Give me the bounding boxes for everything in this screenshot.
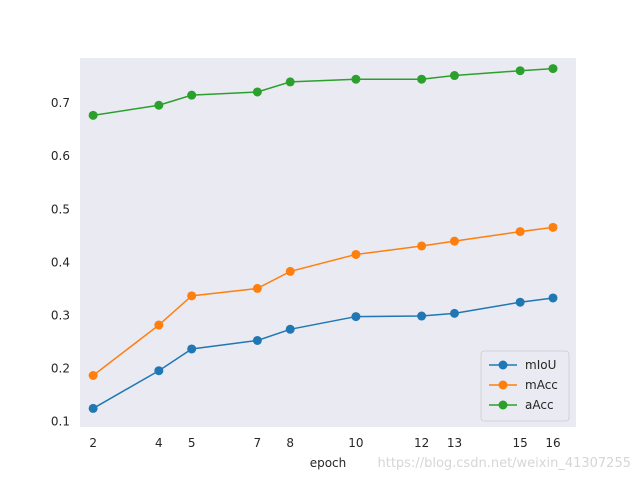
- data-point-aacc: [449, 71, 459, 81]
- watermark: https://blog.csdn.net/weixin_41307255: [377, 456, 631, 471]
- legend-swatch-marker: [498, 400, 508, 410]
- x-tick-label: 12: [414, 436, 429, 450]
- data-point-macc: [285, 266, 295, 276]
- series-line-aacc: [93, 67, 554, 117]
- data-point-miou: [285, 324, 295, 334]
- y-tick-label: 0.5: [51, 202, 70, 216]
- data-point-aacc: [88, 110, 98, 120]
- y-tick-label: 0.3: [51, 309, 70, 323]
- x-tick-label: 5: [188, 436, 196, 450]
- legend-swatch-marker: [498, 360, 508, 370]
- legend-item-miou: mIoU: [489, 358, 556, 372]
- data-point-miou: [515, 297, 525, 307]
- y-tick-label: 0.4: [51, 255, 70, 269]
- x-tick-label: 4: [155, 436, 163, 450]
- data-point-miou: [154, 366, 164, 376]
- x-tick-label: 7: [254, 436, 262, 450]
- data-point-aacc: [548, 64, 558, 74]
- y-tick-label: 0.2: [51, 362, 70, 376]
- data-point-miou: [449, 308, 459, 318]
- x-tick-label: 10: [348, 436, 363, 450]
- data-point-macc: [449, 236, 459, 246]
- data-point-miou: [252, 335, 262, 345]
- data-point-miou: [548, 293, 558, 303]
- data-point-aacc: [285, 77, 295, 87]
- legend-item-aacc: aAcc: [489, 398, 554, 412]
- series-macc: [88, 222, 558, 380]
- data-point-macc: [252, 283, 262, 293]
- data-point-macc: [548, 222, 558, 232]
- series-line-macc: [92, 226, 554, 377]
- legend-label: mAcc: [525, 378, 558, 392]
- data-point-aacc: [351, 74, 361, 84]
- y-tick-label: 0.6: [51, 149, 70, 163]
- series-miou: [88, 293, 558, 413]
- data-point-aacc: [154, 100, 164, 110]
- x-axis: 2 4 5 7 8 10 12 13 15 16: [89, 436, 560, 450]
- data-point-miou: [417, 311, 427, 321]
- y-tick-label: 0.1: [51, 415, 70, 429]
- y-tick-label: 0.7: [51, 96, 70, 110]
- legend: mIoU mAcc aAcc: [480, 350, 570, 422]
- x-axis-label: epoch: [310, 456, 347, 470]
- x-tick-label: 8: [286, 436, 294, 450]
- data-point-macc: [515, 227, 525, 237]
- data-point-miou: [187, 344, 197, 354]
- x-tick-label: 15: [513, 436, 528, 450]
- series-aacc: [88, 64, 558, 120]
- data-point-miou: [351, 312, 361, 322]
- x-tick-label: 2: [89, 436, 97, 450]
- data-point-miou: [88, 403, 98, 413]
- x-tick-label: 16: [545, 436, 560, 450]
- data-point-macc: [351, 249, 361, 259]
- legend-label: mIoU: [525, 358, 556, 372]
- series-line-miou: [92, 297, 554, 410]
- data-point-macc: [154, 320, 164, 330]
- x-tick-label: 13: [447, 436, 462, 450]
- legend-item-macc: mAcc: [489, 378, 558, 392]
- y-axis: 0.1 0.2 0.3 0.4 0.5 0.6 0.7: [51, 96, 70, 429]
- data-point-aacc: [252, 87, 262, 97]
- legend-label: aAcc: [525, 398, 554, 412]
- data-point-aacc: [417, 74, 427, 84]
- data-point-macc: [417, 241, 427, 251]
- data-point-macc: [88, 370, 98, 380]
- data-point-macc: [187, 291, 197, 301]
- legend-swatch-marker: [498, 380, 508, 390]
- data-point-aacc: [187, 90, 197, 100]
- series-layer: [88, 64, 558, 413]
- data-point-aacc: [515, 66, 525, 76]
